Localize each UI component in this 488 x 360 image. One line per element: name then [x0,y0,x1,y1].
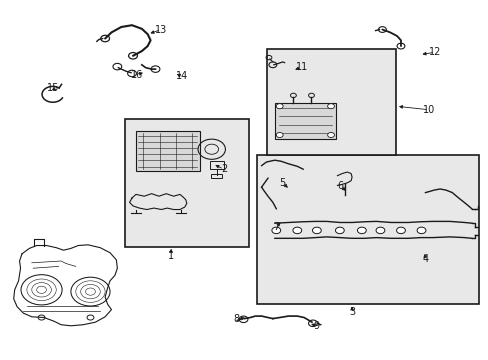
Text: 1: 1 [168,251,174,261]
Text: 4: 4 [422,254,427,264]
Circle shape [357,227,366,234]
Bar [124,119,249,247]
Circle shape [396,227,405,234]
Text: 15: 15 [46,83,59,93]
Circle shape [416,227,425,234]
Circle shape [327,104,334,109]
Circle shape [292,227,301,234]
Text: 8: 8 [233,314,239,324]
Text: 14: 14 [175,71,188,81]
Bar [210,161,224,169]
Circle shape [335,227,344,234]
Circle shape [312,227,321,234]
Text: 6: 6 [337,181,343,191]
Text: 9: 9 [313,321,319,331]
Text: 7: 7 [273,222,279,232]
Text: 16: 16 [130,69,143,80]
Text: 12: 12 [428,47,441,57]
Bar [266,49,395,155]
Text: 3: 3 [348,307,354,317]
Text: 2: 2 [221,164,226,174]
Circle shape [276,104,283,109]
Bar [136,131,199,171]
Circle shape [271,227,280,234]
Text: 5: 5 [279,178,285,188]
Text: 13: 13 [155,24,167,35]
Circle shape [375,227,384,234]
Bar [211,174,222,178]
Circle shape [276,132,283,138]
Bar [256,155,478,304]
Bar [274,103,335,139]
Text: 11: 11 [295,62,307,72]
Text: 10: 10 [422,105,435,115]
Circle shape [327,132,334,138]
